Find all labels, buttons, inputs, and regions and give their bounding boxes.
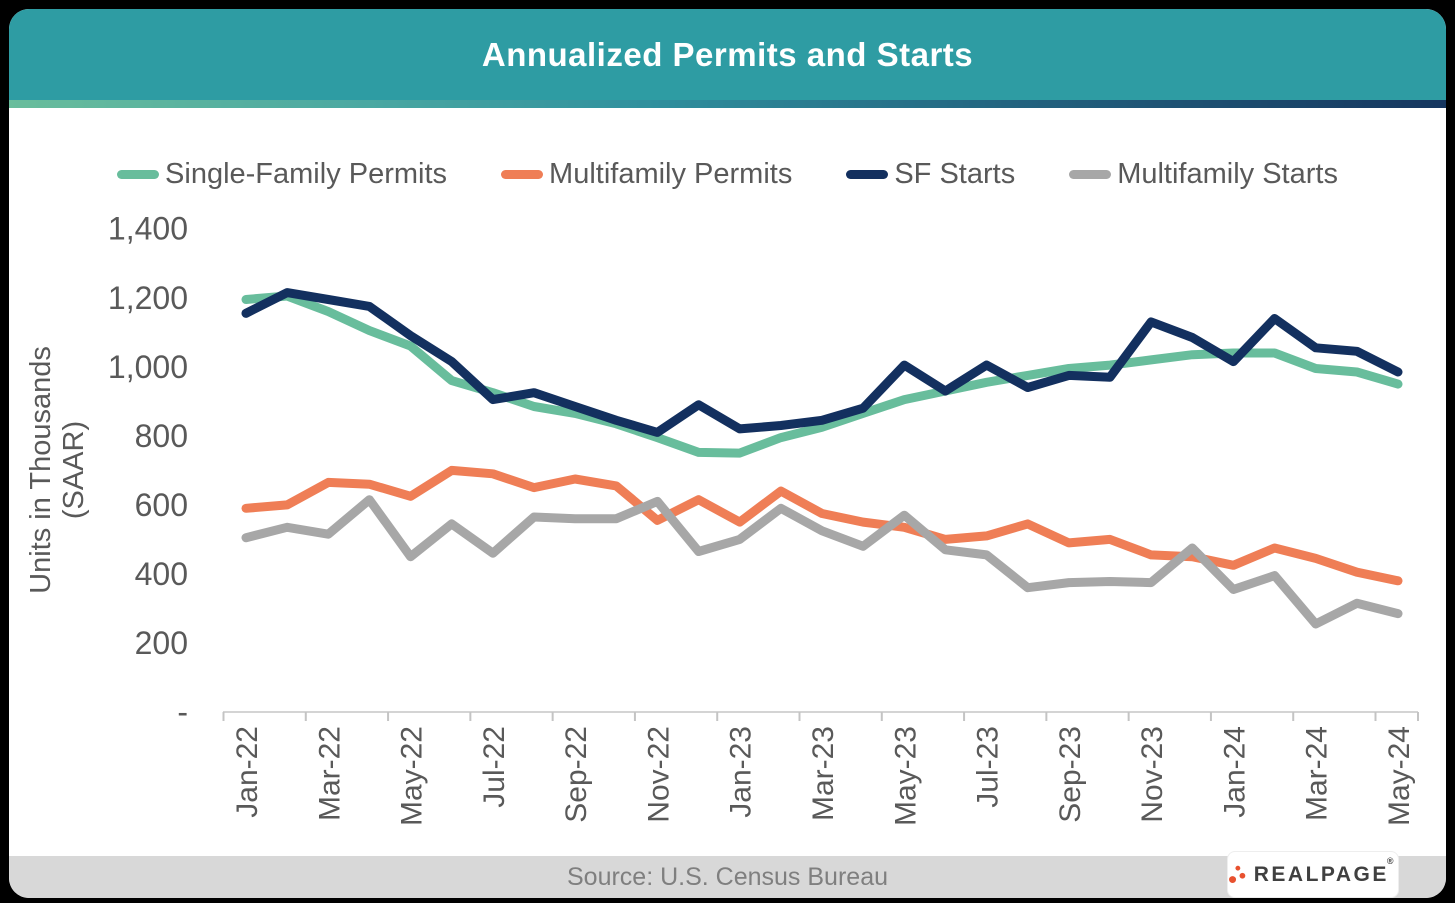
x-tick-label: Jan-22: [231, 726, 264, 818]
footer-bar: Source: U.S. Census Bureau: [9, 856, 1446, 898]
x-tick-label: Nov-22: [642, 726, 675, 823]
legend-label: Single-Family Permits: [165, 157, 448, 190]
y-tick-label: -: [177, 694, 188, 730]
source-text: Source: U.S. Census Bureau: [567, 862, 888, 891]
x-tick-label: Mar-22: [313, 726, 346, 821]
realpage-logo-text: REALPAGE®: [1253, 855, 1396, 886]
series-line-sf-starts: [241, 288, 1403, 437]
x-tick-label: Mar-23: [807, 726, 840, 821]
x-tick-label: May-22: [396, 726, 429, 826]
legend-item: Multifamily Permits: [501, 158, 792, 191]
x-tick-label: May-24: [1383, 726, 1416, 826]
legend-label: Multifamily Starts: [1117, 157, 1338, 190]
page-title: Annualized Permits and Starts: [481, 35, 974, 73]
x-tick-label: Jan-24: [1218, 726, 1251, 818]
x-tick-label: Sep-23: [1054, 726, 1087, 823]
x-tick-label: Sep-22: [560, 726, 593, 823]
y-tick-label: 600: [135, 487, 188, 523]
y-tick-label: 1,200: [108, 280, 188, 316]
y-tick-label: 200: [135, 625, 188, 661]
x-tick-label: May-23: [889, 726, 922, 826]
y-tick-label: 1,000: [108, 349, 188, 385]
header-gradient-divider: [9, 100, 1446, 108]
legend-swatch: [846, 169, 889, 179]
legend-swatch: [117, 169, 160, 179]
x-tick-label: Mar-24: [1301, 726, 1334, 821]
x-tick-label: Jul-22: [478, 726, 511, 808]
x-tick-label: Jul-23: [972, 726, 1005, 808]
legend-label: Multifamily Permits: [549, 157, 793, 190]
chart-legend: Single-Family Permits Multifamily Permits…: [9, 144, 1446, 204]
y-tick-label: 800: [135, 418, 188, 454]
registered-mark: ®: [1386, 855, 1396, 866]
y-tick-label: 1,400: [108, 211, 188, 247]
legend-item: Multifamily Starts: [1069, 158, 1338, 191]
series-line-multifamily-permits: [241, 465, 1403, 586]
chart-header: Annualized Permits and Starts: [9, 9, 1446, 100]
legend-swatch: [501, 169, 544, 179]
realpage-logo-dots-icon: [1229, 865, 1246, 883]
x-tick-label: Jan-23: [725, 726, 758, 818]
legend-item: Single-Family Permits: [117, 158, 447, 191]
line-chart: 1,400 1,200 1,000 800 600 400 200 - Jan-22 Mar-22…: [108, 211, 1419, 826]
legend-label: SF Starts: [894, 157, 1016, 190]
slide-card: Annualized Permits and Starts Single-Fam…: [9, 9, 1446, 898]
y-tick-label: 400: [135, 556, 188, 592]
realpage-logo: REALPAGE®: [1228, 852, 1398, 897]
x-tick-label: Nov-23: [1136, 726, 1169, 823]
series-line-single-family-permits: [241, 291, 1403, 458]
series-line-multifamily-starts: [241, 495, 1403, 629]
legend-swatch: [1069, 169, 1112, 179]
legend-item: SF Starts: [846, 158, 1015, 191]
